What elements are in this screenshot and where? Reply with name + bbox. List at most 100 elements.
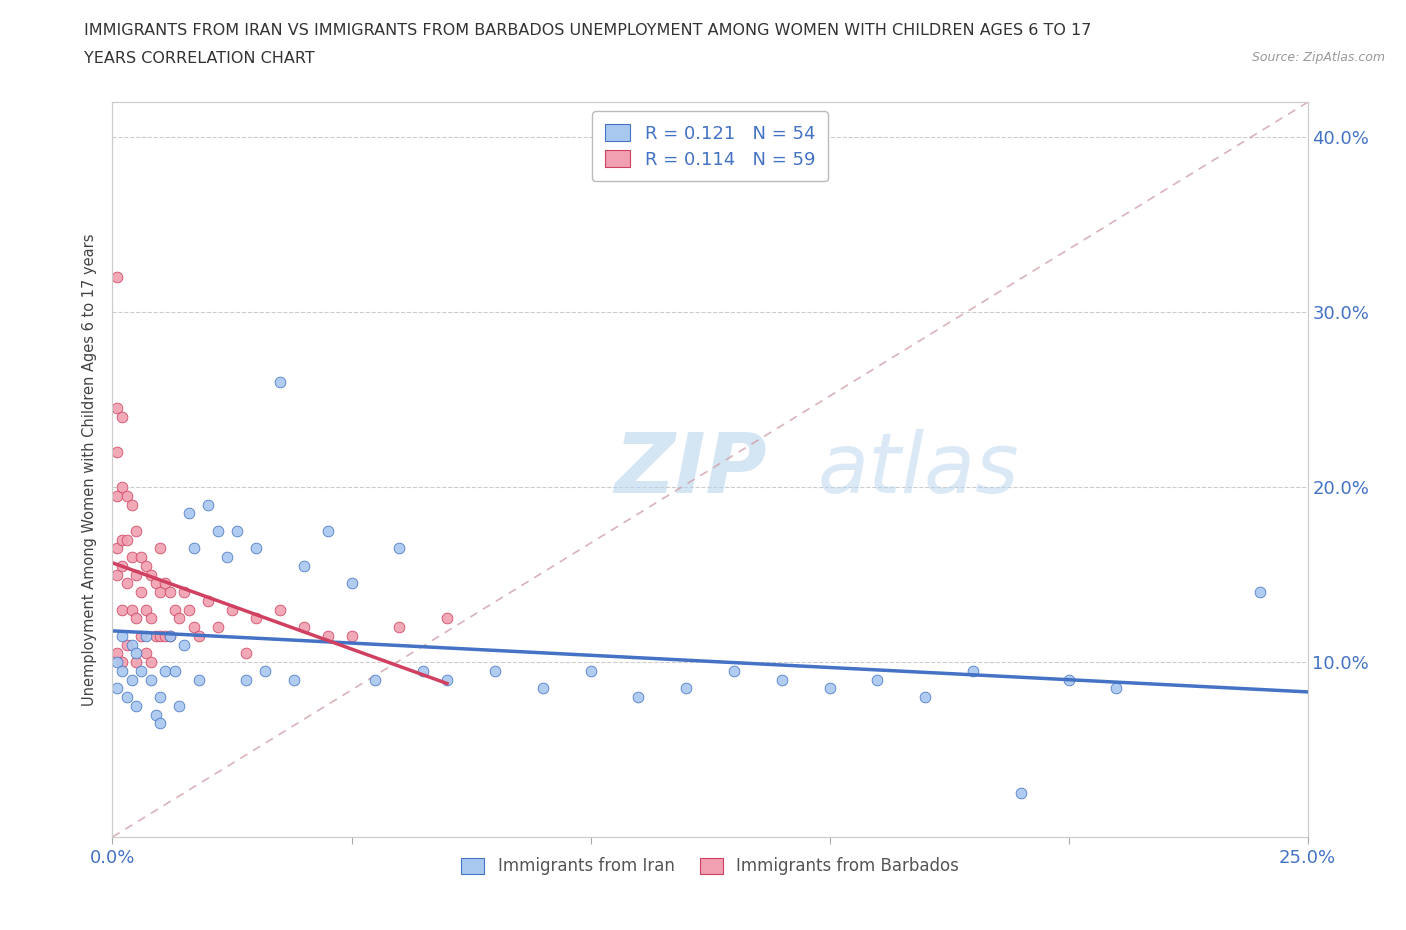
Point — [163, 602, 186, 617]
Point — [1105, 681, 1128, 696]
Point — [111, 655, 134, 670]
Point — [121, 602, 143, 617]
Point — [173, 585, 195, 600]
Point — [1057, 672, 1080, 687]
Point — [105, 655, 128, 670]
Point — [169, 611, 191, 626]
Point — [135, 558, 157, 573]
Point — [115, 690, 138, 705]
Point — [207, 524, 229, 538]
Point — [723, 663, 745, 678]
Point — [105, 681, 128, 696]
Point — [169, 698, 191, 713]
Point — [111, 480, 134, 495]
Point — [149, 541, 172, 556]
Point — [111, 602, 134, 617]
Point — [115, 576, 138, 591]
Point — [145, 629, 167, 644]
Point — [1010, 786, 1032, 801]
Text: atlas: atlas — [818, 429, 1019, 511]
Point — [105, 646, 128, 661]
Point — [531, 681, 554, 696]
Point — [105, 488, 128, 503]
Point — [139, 567, 162, 582]
Point — [105, 567, 128, 582]
Text: ZIP: ZIP — [614, 429, 768, 511]
Point — [121, 550, 143, 565]
Point — [125, 655, 148, 670]
Point — [340, 576, 363, 591]
Point — [149, 629, 172, 644]
Point — [111, 532, 134, 547]
Text: IMMIGRANTS FROM IRAN VS IMMIGRANTS FROM BARBADOS UNEMPLOYMENT AMONG WOMEN WITH C: IMMIGRANTS FROM IRAN VS IMMIGRANTS FROM … — [84, 23, 1091, 38]
Point — [125, 567, 148, 582]
Point — [139, 672, 162, 687]
Point — [436, 611, 458, 626]
Point — [111, 558, 134, 573]
Point — [135, 646, 157, 661]
Point — [173, 637, 195, 652]
Point — [159, 629, 181, 644]
Point — [627, 690, 650, 705]
Point — [135, 602, 157, 617]
Point — [149, 585, 172, 600]
Point — [139, 655, 162, 670]
Point — [111, 629, 134, 644]
Point — [235, 646, 257, 661]
Point — [340, 629, 363, 644]
Point — [125, 698, 148, 713]
Point — [145, 707, 167, 722]
Point — [135, 629, 157, 644]
Point — [283, 672, 305, 687]
Point — [207, 619, 229, 634]
Point — [125, 646, 148, 661]
Point — [153, 576, 176, 591]
Point — [111, 410, 134, 425]
Point — [159, 629, 181, 644]
Point — [770, 672, 793, 687]
Point — [254, 663, 277, 678]
Point — [316, 524, 339, 538]
Point — [129, 663, 152, 678]
Point — [159, 585, 181, 600]
Point — [245, 541, 267, 556]
Point — [579, 663, 602, 678]
Point — [105, 541, 128, 556]
Point — [484, 663, 506, 678]
Text: YEARS CORRELATION CHART: YEARS CORRELATION CHART — [84, 51, 315, 66]
Point — [115, 488, 138, 503]
Point — [183, 619, 205, 634]
Point — [412, 663, 434, 678]
Point — [153, 629, 176, 644]
Point — [129, 550, 152, 565]
Point — [292, 619, 315, 634]
Point — [316, 629, 339, 644]
Point — [121, 637, 143, 652]
Text: Source: ZipAtlas.com: Source: ZipAtlas.com — [1251, 51, 1385, 64]
Point — [245, 611, 267, 626]
Point — [163, 663, 186, 678]
Point — [125, 524, 148, 538]
Legend: Immigrants from Iran, Immigrants from Barbados: Immigrants from Iran, Immigrants from Ba… — [453, 849, 967, 884]
Point — [187, 672, 209, 687]
Point — [105, 445, 128, 459]
Point — [292, 558, 315, 573]
Point — [217, 550, 239, 565]
Point — [235, 672, 257, 687]
Point — [197, 498, 219, 512]
Point — [364, 672, 387, 687]
Point — [269, 602, 291, 617]
Point — [139, 611, 162, 626]
Point — [125, 611, 148, 626]
Point — [221, 602, 243, 617]
Point — [111, 663, 134, 678]
Point — [436, 672, 458, 687]
Point — [225, 524, 247, 538]
Point — [388, 541, 411, 556]
Point — [183, 541, 205, 556]
Point — [197, 593, 219, 608]
Point — [177, 602, 200, 617]
Point — [187, 629, 209, 644]
Point — [962, 663, 984, 678]
Point — [121, 672, 143, 687]
